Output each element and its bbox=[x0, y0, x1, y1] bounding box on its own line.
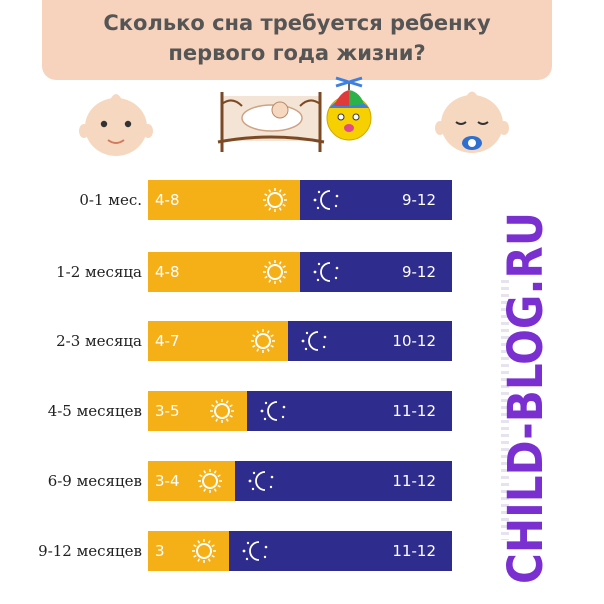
row-label-5: 9-12 месяцев bbox=[38, 542, 142, 560]
title-banner: Сколько сна требуется ребенку первого го… bbox=[42, 0, 552, 80]
sun-icon bbox=[263, 188, 287, 212]
row-label-4: 6-9 месяцев bbox=[47, 472, 142, 490]
watermark-text: CHILD-BLOG.RU bbox=[498, 212, 554, 584]
moon-stars-icon bbox=[242, 541, 268, 561]
sun-icon bbox=[210, 399, 234, 423]
baby-face-sleeping-icon bbox=[435, 91, 509, 153]
moon-stars-icon bbox=[260, 401, 286, 421]
title-line-1: Сколько сна требуется ребенку bbox=[103, 11, 491, 35]
bar-sleep-2 bbox=[288, 321, 452, 361]
baby-face-awake-icon bbox=[79, 94, 153, 156]
sleep-label-3: 11-12 bbox=[392, 402, 436, 420]
bar-awake-2 bbox=[148, 321, 288, 361]
row-label-3: 4-5 месяцев bbox=[47, 402, 142, 420]
row-label-2: 2-3 месяца bbox=[56, 332, 142, 350]
bar-awake-0 bbox=[148, 180, 300, 220]
awake-label-4: 3-4 bbox=[155, 472, 180, 490]
bar-sleep-0 bbox=[300, 180, 452, 220]
sleep-label-5: 11-12 bbox=[392, 542, 436, 560]
sun-icon bbox=[251, 329, 275, 353]
bar-sleep-4 bbox=[235, 461, 452, 501]
bar-sleep-5 bbox=[229, 531, 452, 571]
awake-label-3: 3-5 bbox=[155, 402, 180, 420]
faint-side-decor bbox=[501, 280, 509, 540]
bar-sleep-3 bbox=[247, 391, 452, 431]
moon-stars-icon bbox=[313, 262, 339, 282]
awake-label-5: 3 bbox=[155, 542, 165, 560]
awake-label-1: 4-8 bbox=[155, 263, 180, 281]
moon-stars-icon bbox=[301, 331, 327, 351]
sleep-label-4: 11-12 bbox=[392, 472, 436, 490]
awake-label-2: 4-7 bbox=[155, 332, 180, 350]
sun-icon bbox=[198, 469, 222, 493]
bar-awake-3 bbox=[148, 391, 247, 431]
moon-stars-icon bbox=[248, 471, 274, 491]
sun-icon bbox=[192, 539, 216, 563]
row-label-0: 0-1 мес. bbox=[79, 191, 142, 209]
propeller-hat-baby-icon bbox=[326, 76, 372, 141]
sun-icon bbox=[263, 260, 287, 284]
bar-sleep-1 bbox=[300, 252, 452, 292]
sleep-label-1: 9-12 bbox=[401, 263, 436, 281]
title-line-2: первого года жизни? bbox=[168, 41, 426, 65]
sleep-label-2: 10-12 bbox=[392, 332, 436, 350]
sleep-label-0: 9-12 bbox=[401, 191, 436, 209]
moon-stars-icon bbox=[313, 190, 339, 210]
watermark: CHILD-BLOG.RU bbox=[498, 212, 554, 584]
header-illustrations bbox=[79, 76, 509, 156]
crib-icon bbox=[217, 92, 325, 152]
awake-label-0: 4-8 bbox=[155, 191, 180, 209]
row-label-1: 1-2 месяца bbox=[56, 263, 142, 281]
bar-awake-1 bbox=[148, 252, 300, 292]
